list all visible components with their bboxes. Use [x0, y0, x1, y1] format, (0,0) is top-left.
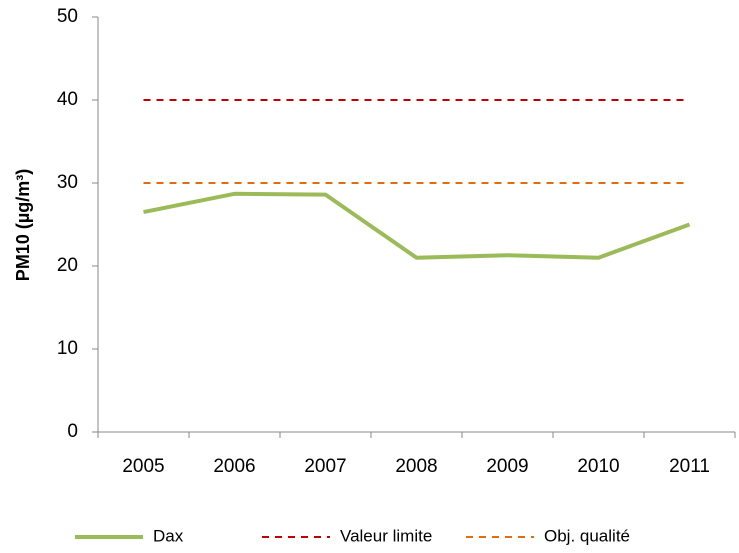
legend-label: Valeur limite	[340, 526, 432, 545]
x-tick-label: 2006	[213, 456, 255, 477]
x-tick-label: 2007	[304, 456, 346, 477]
x-tick-label: 2005	[122, 456, 164, 477]
y-tick-label: 40	[57, 89, 78, 110]
y-axis-label: PM10 (µg/m³)	[13, 169, 33, 281]
y-tick-label: 30	[57, 172, 78, 193]
y-tick-label: 50	[57, 6, 78, 27]
y-tick-label: 10	[57, 338, 78, 359]
x-tick-label: 2010	[577, 456, 619, 477]
y-tick-label: 0	[67, 421, 78, 442]
y-tick-label: 20	[57, 255, 78, 276]
legend-label: Obj. qualité	[544, 526, 630, 545]
x-tick-label: 2008	[395, 456, 437, 477]
x-tick-label: 2009	[486, 456, 528, 477]
series-line	[143, 191, 691, 260]
legend-label: Dax	[153, 526, 184, 545]
x-tick-label: 2011	[669, 456, 710, 477]
